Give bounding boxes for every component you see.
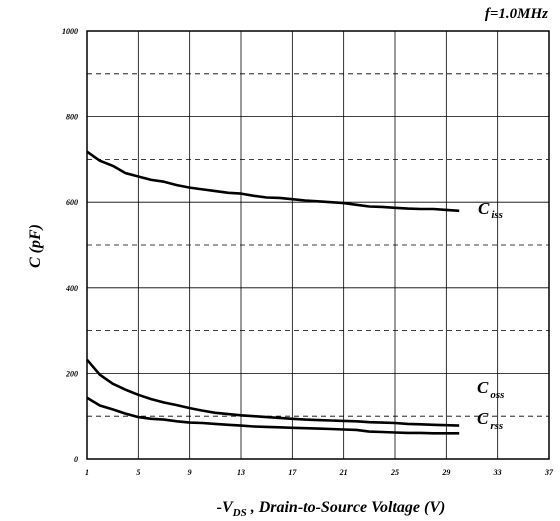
y-tick-label: 600 — [66, 198, 78, 207]
series-lines — [86, 150, 460, 435]
x-tick-label: 29 — [441, 468, 450, 477]
x-tick-label: 21 — [339, 468, 348, 477]
x-axis-title: -VDS , Drain-to-Source Voltage (V) — [217, 499, 446, 519]
series-label-crss-sub: rss — [490, 420, 503, 432]
y-axis-title: C (pF) — [27, 224, 44, 268]
x-tick-label: 5 — [136, 468, 140, 477]
series-label-ciss-main: C — [478, 199, 490, 218]
x-axis-title-suffix: , Drain-to-Source Voltage (V) — [247, 499, 446, 516]
x-tick-labels: 1 5 9 13 17 21 25 29 33 37 — [85, 468, 554, 477]
x-axis-title-prefix: -V — [217, 499, 234, 516]
series-label-coss-main: C — [477, 378, 489, 397]
y-tick-label: 400 — [65, 284, 78, 293]
x-tick-label: 17 — [288, 468, 297, 477]
x-tick-label: 25 — [390, 468, 399, 477]
x-tick-label: 9 — [188, 468, 192, 477]
series-line-coss — [86, 358, 460, 427]
plot-frame — [86, 30, 550, 460]
series-label-crss-main: C — [477, 409, 489, 428]
y-tick-label: 0 — [74, 455, 78, 464]
series-line-crss — [86, 396, 460, 435]
x-axis-title-subscript: DS — [232, 507, 247, 519]
series-label-ciss-sub: iss — [491, 209, 503, 221]
y-tick-label: 200 — [65, 369, 78, 378]
x-tick-label: 13 — [237, 468, 245, 477]
y-tick-labels: 0 200 400 600 800 1000 — [62, 27, 78, 464]
x-tick-label: 33 — [493, 468, 502, 477]
x-tick-label: 1 — [85, 468, 89, 477]
y-tick-label: 1000 — [62, 27, 78, 36]
frequency-annotation: f=1.0MHz — [485, 6, 548, 22]
series-line-ciss — [86, 150, 460, 213]
y-tick-label: 800 — [66, 113, 78, 122]
series-label-coss-sub: oss — [490, 389, 504, 401]
x-tick-label: 37 — [544, 468, 554, 477]
